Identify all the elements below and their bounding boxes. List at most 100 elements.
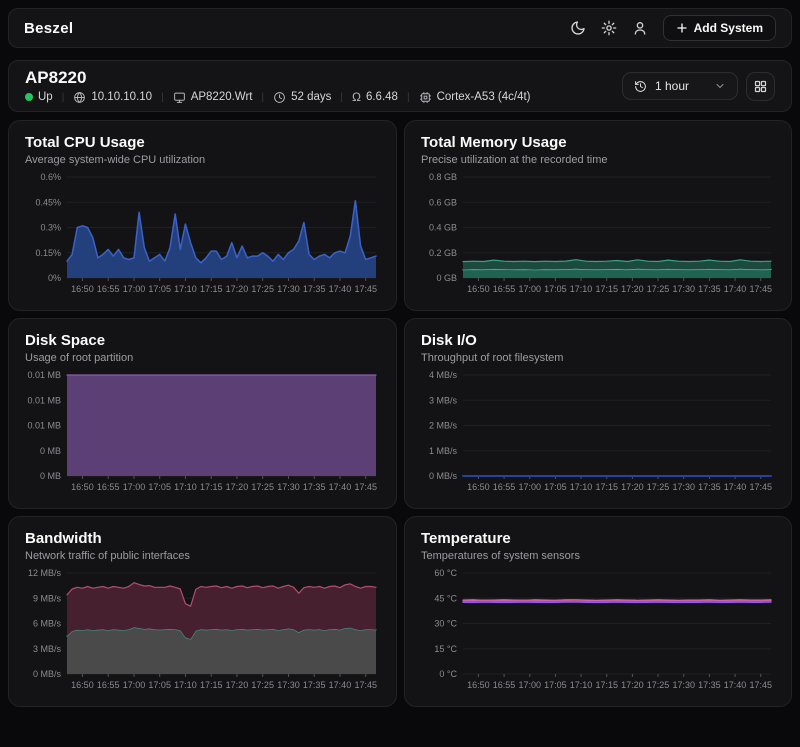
svg-text:16:50: 16:50 (71, 482, 94, 492)
svg-text:17:10: 17:10 (570, 680, 593, 690)
svg-text:0 GB: 0 GB (436, 273, 457, 283)
divider: | (340, 91, 343, 103)
svg-text:0.8 GB: 0.8 GB (429, 172, 457, 182)
cpu-usage-chart[interactable]: 0.6% 0.45% 0.3% 0.15% 0% 16:50 16:55 17:00 17:05… (25, 171, 380, 298)
svg-text:16:50: 16:50 (71, 284, 94, 294)
svg-text:17:30: 17:30 (672, 680, 695, 690)
svg-text:17:15: 17:15 (200, 680, 223, 690)
svg-text:17:05: 17:05 (148, 680, 171, 690)
history-icon (635, 80, 646, 92)
svg-text:17:45: 17:45 (749, 284, 772, 294)
chart-title: Disk Space (25, 332, 106, 349)
svg-text:17:15: 17:15 (200, 284, 223, 294)
monitor-icon (173, 92, 185, 103)
chart-title: Disk I/O (421, 332, 477, 349)
charts-grid: Total CPU Usage Average system-wide CPU … (8, 120, 792, 707)
svg-text:17:35: 17:35 (303, 284, 326, 294)
system-hostname: AP8220.Wrt (173, 91, 252, 104)
svg-text:0 °C: 0 °C (439, 669, 457, 679)
svg-text:17:35: 17:35 (698, 680, 721, 690)
status-label: Up (38, 91, 53, 104)
svg-text:0.15%: 0.15% (35, 248, 61, 258)
svg-text:0.4 GB: 0.4 GB (429, 223, 457, 233)
disk-io-chart[interactable]: 4 MB/s 3 MB/s 2 MB/s 1 MB/s 0 MB/s 16:50 16:55… (421, 369, 775, 496)
svg-text:17:45: 17:45 (749, 680, 772, 690)
theme-toggle-moon-icon[interactable] (570, 20, 586, 36)
divider: | (261, 91, 265, 103)
svg-text:17:20: 17:20 (226, 284, 249, 294)
chart-title: Total CPU Usage (25, 134, 145, 151)
svg-text:16:55: 16:55 (97, 284, 120, 294)
svg-text:17:25: 17:25 (251, 680, 274, 690)
svg-text:0.3%: 0.3% (40, 223, 61, 233)
divider: | (161, 91, 164, 103)
svg-text:17:30: 17:30 (672, 284, 695, 294)
time-range-select[interactable]: 1 hour (622, 72, 738, 100)
svg-text:17:05: 17:05 (544, 680, 567, 690)
svg-text:17:45: 17:45 (354, 482, 377, 492)
chart-title: Total Memory Usage (421, 134, 567, 151)
status-dot (25, 93, 33, 102)
svg-text:1 MB/s: 1 MB/s (429, 446, 458, 456)
system-info: AP8220 Up | 10.10.10.10 | AP8220.Wrt | 5… (25, 68, 622, 104)
svg-text:17:40: 17:40 (329, 680, 352, 690)
svg-text:16:55: 16:55 (493, 284, 516, 294)
svg-text:17:30: 17:30 (277, 680, 300, 690)
disk-io-card: Disk I/O Throughput of root filesystem 4… (404, 318, 792, 509)
svg-text:15 °C: 15 °C (434, 644, 457, 654)
chip-icon (419, 91, 431, 103)
svg-text:17:15: 17:15 (200, 482, 223, 492)
svg-text:0%: 0% (48, 273, 61, 283)
svg-text:17:40: 17:40 (329, 284, 352, 294)
temperature-chart[interactable]: 60 °C 45 °C 30 °C 15 °C 0 °C 16:50 16:55 17:00 1… (421, 567, 775, 694)
bandwidth-chart[interactable]: 12 MB/s 9 MB/s 6 MB/s 3 MB/s 0 MB/s 16:50 16:5… (25, 567, 380, 694)
svg-text:17:45: 17:45 (749, 482, 772, 492)
svg-text:17:00: 17:00 (518, 284, 541, 294)
svg-text:45 °C: 45 °C (434, 593, 457, 603)
system-name: AP8220 (25, 68, 87, 88)
svg-text:0.45%: 0.45% (35, 197, 61, 207)
svg-text:17:25: 17:25 (647, 284, 670, 294)
svg-text:17:20: 17:20 (621, 482, 644, 492)
user-account-icon[interactable] (632, 20, 648, 36)
svg-text:17:40: 17:40 (724, 680, 747, 690)
svg-text:17:25: 17:25 (251, 482, 274, 492)
navbar-actions: Add System (570, 15, 776, 41)
svg-text:16:50: 16:50 (467, 482, 490, 492)
disk-space-chart[interactable]: 0.01 MB 0.01 MB 0.01 MB 0 MB 0 MB 16:50 16:55 1… (25, 369, 380, 496)
svg-text:17:10: 17:10 (174, 284, 197, 294)
svg-text:2 MB/s: 2 MB/s (429, 421, 458, 431)
svg-text:16:55: 16:55 (97, 482, 120, 492)
settings-gear-icon[interactable] (601, 20, 617, 36)
svg-text:0 MB/s: 0 MB/s (429, 471, 458, 481)
svg-text:0.6 GB: 0.6 GB (429, 197, 457, 207)
svg-text:17:45: 17:45 (354, 680, 377, 690)
svg-text:17:30: 17:30 (277, 482, 300, 492)
svg-text:17:40: 17:40 (724, 284, 747, 294)
svg-text:0 MB: 0 MB (40, 471, 61, 481)
svg-text:17:25: 17:25 (647, 482, 670, 492)
svg-text:3 MB/s: 3 MB/s (429, 395, 458, 405)
chart-layout-grid-button[interactable] (746, 71, 775, 101)
add-system-label: Add System (693, 21, 763, 35)
svg-text:17:35: 17:35 (303, 680, 326, 690)
svg-text:16:55: 16:55 (493, 680, 516, 690)
svg-text:60 °C: 60 °C (434, 568, 457, 578)
svg-text:3 MB/s: 3 MB/s (33, 644, 62, 654)
add-system-button[interactable]: Add System (662, 15, 776, 41)
svg-text:17:15: 17:15 (595, 482, 618, 492)
svg-text:17:35: 17:35 (698, 284, 721, 294)
kernel-icon: Ω (351, 90, 361, 105)
svg-text:17:10: 17:10 (174, 482, 197, 492)
chart-subtitle: Precise utilization at the recorded time (421, 154, 608, 166)
svg-text:12 MB/s: 12 MB/s (28, 568, 62, 578)
app-logo[interactable]: Beszel (24, 19, 74, 37)
time-range-value: 1 hour (655, 79, 690, 93)
svg-text:17:35: 17:35 (303, 482, 326, 492)
svg-text:0.01 MB: 0.01 MB (27, 370, 61, 380)
svg-text:17:25: 17:25 (251, 284, 274, 294)
svg-text:17:05: 17:05 (148, 284, 171, 294)
memory-usage-chart[interactable]: 0.8 GB 0.6 GB 0.4 GB 0.2 GB 0 GB 16:50 16:55 17… (421, 171, 775, 298)
svg-text:17:40: 17:40 (724, 482, 747, 492)
system-uptime: 52 days (273, 91, 331, 104)
